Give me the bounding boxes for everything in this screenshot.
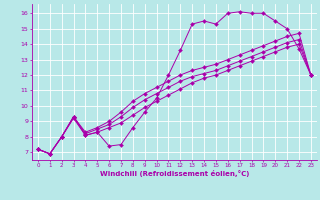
X-axis label: Windchill (Refroidissement éolien,°C): Windchill (Refroidissement éolien,°C) [100,170,249,177]
